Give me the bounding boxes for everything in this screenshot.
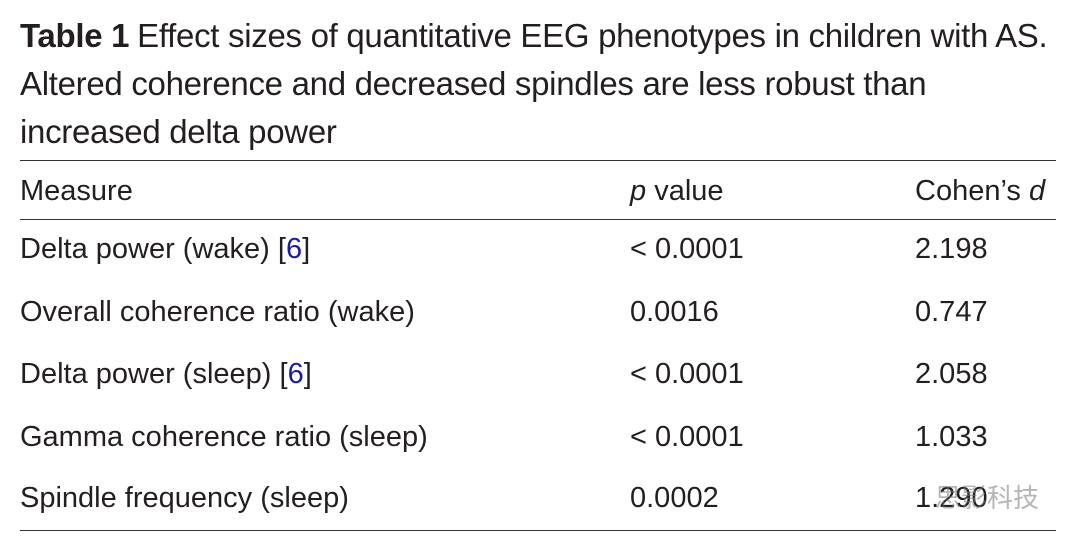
cohens-d-cell: 0.747 [915,296,988,328]
header-symbol: p [630,175,647,207]
measure-text: Spindle frequency (sleep) [20,482,349,514]
table-row: Gamma coherence ratio (sleep) < 0.0001 1.0… [20,417,1060,457]
measure-cell: Spindle frequency (sleep) [20,478,349,518]
table-row: Spindle frequency (sleep) 0.0002 1.290 [20,478,1060,518]
reference-link[interactable]: 6 [287,358,304,390]
header-text: value [654,175,724,207]
measure-text: Gamma coherence ratio (sleep) [20,421,428,453]
ref-bracket: [ [277,233,286,265]
measure-text: Delta power (wake) [20,233,270,265]
header-cell: Measure [20,175,133,207]
table-row: Delta power (wake) [6] < 0.0001 2.198 [20,229,1060,269]
table-label: Table 1 [20,17,130,54]
p-value-cell: < 0.0001 [630,358,744,390]
ref-bracket: ] [302,233,311,265]
header-cell: p value [630,171,724,211]
ref-bracket: ] [303,358,312,390]
header-rule [20,219,1056,220]
measure-cell: Gamma coherence ratio (sleep) [20,417,428,457]
header-cell: Cohen’s d [915,171,1045,211]
cohens-d-cell: 1.033 [915,421,988,453]
bottom-rule [20,530,1056,531]
p-value-cell: 0.0016 [630,296,719,328]
cohens-d-cell: 2.198 [915,233,988,265]
measure-cell: Delta power (wake) [6] [20,229,310,269]
table-row: Overall coherence ratio (wake) 0.0016 0.74… [20,292,1060,332]
table-caption: Table 1 Effect sizes of quantitative EEG … [20,12,1065,156]
ref-bracket: [ [279,358,288,390]
p-value-cell: < 0.0001 [630,421,744,453]
header-row: Measure p value Cohen’s d [20,171,1060,211]
watermark: 思影科技 [935,484,1040,514]
cohens-d-cell: 2.058 [915,358,988,390]
caption-text: Effect sizes of quantitative EEG phenoty… [20,17,1048,150]
reference-link[interactable]: 6 [285,233,303,265]
header-symbol: d [1028,175,1046,207]
measure-cell: Overall coherence ratio (wake) [20,292,415,332]
top-rule [20,160,1056,161]
measure-text: Overall coherence ratio (wake) [20,296,415,328]
cohens-d-cell: 1.290 [915,482,988,514]
measure-text: Delta power (sleep) [20,358,272,390]
measure-cell: Delta power (sleep) [6] [20,354,312,394]
table-row: Delta power (sleep) [6] < 0.0001 2.058 [20,354,1060,394]
p-value-cell: < 0.0001 [630,233,744,265]
p-value-cell: 0.0002 [630,482,719,514]
header-text: Cohen’s [915,175,1021,207]
